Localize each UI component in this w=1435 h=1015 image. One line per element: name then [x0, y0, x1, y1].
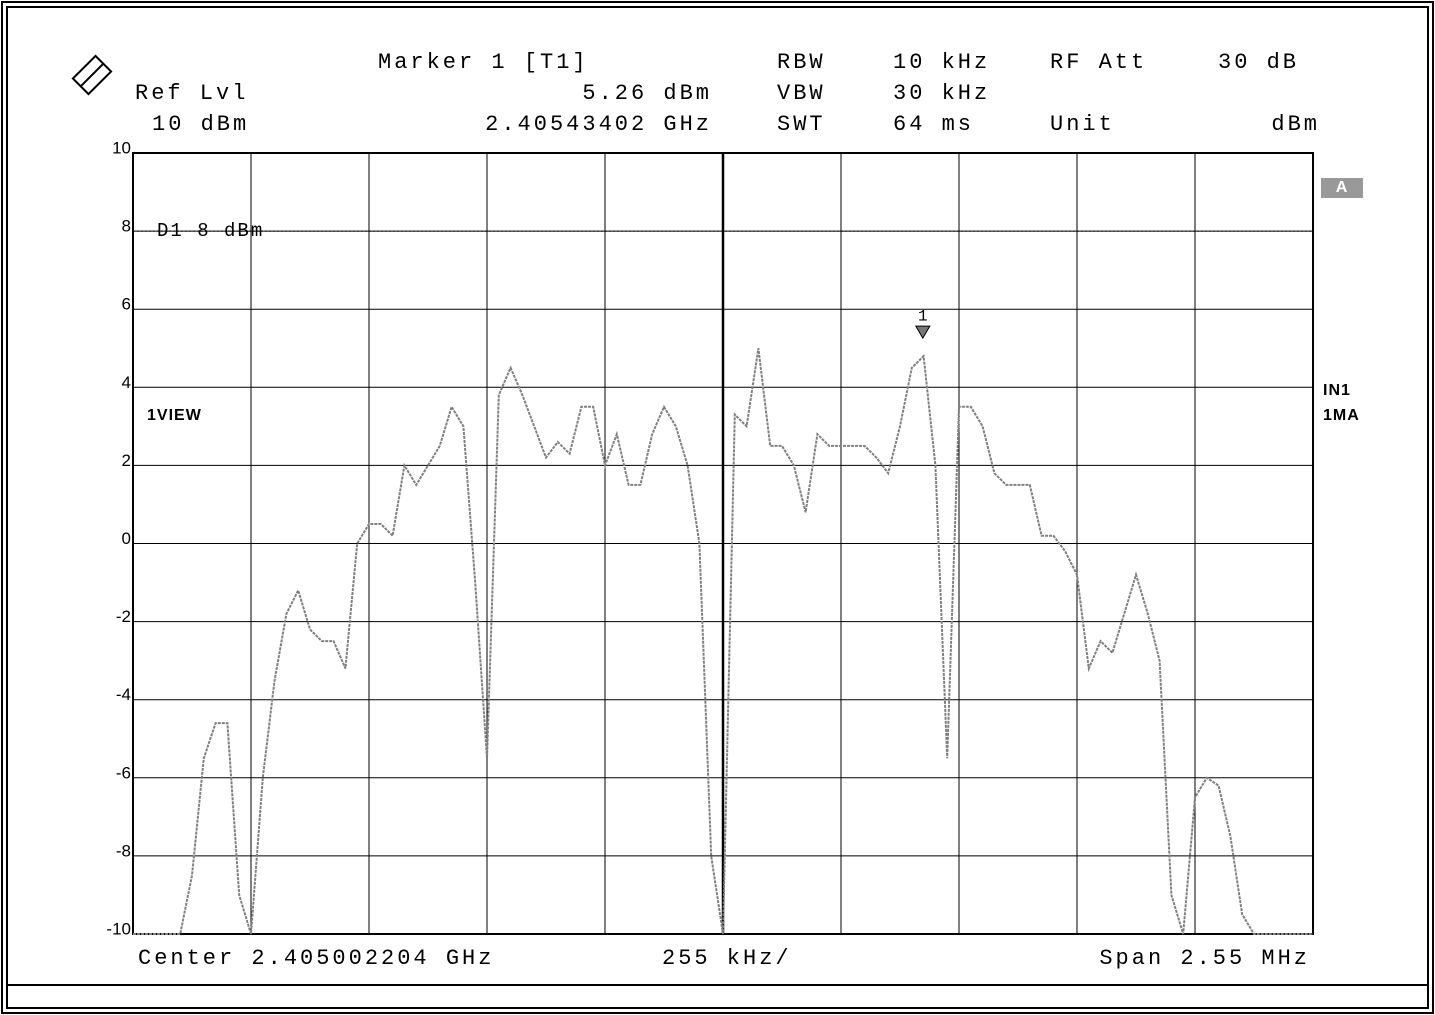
- rbw: 10 kHz: [893, 50, 990, 75]
- input-label: IN1: [1323, 382, 1351, 399]
- y-tick-label: -10: [106, 919, 131, 938]
- marker-label: 1: [918, 307, 928, 325]
- display-line-label: D1 8 dBm: [157, 220, 264, 242]
- rf-att-label: RF Att: [1050, 50, 1147, 75]
- y-tick-label: 0: [122, 529, 131, 548]
- y-tick-label: 10: [112, 138, 131, 157]
- logo-line: [79, 62, 105, 88]
- mode-label: 1MA: [1323, 407, 1360, 424]
- y-tick-label: -4: [116, 685, 131, 704]
- marker: [914, 325, 931, 340]
- y-tick-label: 6: [122, 295, 131, 314]
- vbw-label: VBW: [777, 81, 826, 106]
- y-tick-label: -8: [116, 841, 131, 860]
- trace: [133, 348, 1313, 935]
- swt-label: SWT: [777, 112, 826, 137]
- y-tick-label: 2: [122, 451, 131, 470]
- logo: [71, 54, 113, 96]
- y-tick-label: 4: [122, 373, 131, 392]
- swt: 64 ms: [893, 112, 974, 137]
- y-tick-label: -6: [116, 763, 131, 782]
- footer-per-div: 255 kHz/: [662, 946, 792, 971]
- unit-label: Unit: [1050, 112, 1115, 137]
- marker-freq: 2.40543402 GHz: [485, 112, 712, 137]
- footer-span: Span 2.55 MHz: [1099, 946, 1310, 971]
- unit: dBm: [1271, 112, 1320, 137]
- y-tick-label: 8: [122, 217, 131, 236]
- vbw: 30 kHz: [893, 81, 990, 106]
- inner-frame: [6, 6, 1429, 1009]
- y-tick-label: -2: [116, 607, 131, 626]
- rf-att: 30 dB: [1218, 50, 1299, 75]
- trace-label: 1VIEW: [147, 407, 202, 424]
- a-label: A: [1336, 179, 1349, 196]
- footer-center: Center 2.405002204 GHz: [138, 946, 494, 971]
- marker-title: Marker 1 [T1]: [378, 50, 589, 75]
- rbw-label: RBW: [777, 50, 826, 75]
- ref-lvl-label: Ref Lvl: [135, 81, 248, 106]
- a-box: [1321, 178, 1363, 198]
- marker-level: 5.26 dBm: [582, 81, 712, 106]
- ref-lvl: 10 dBm: [152, 112, 249, 137]
